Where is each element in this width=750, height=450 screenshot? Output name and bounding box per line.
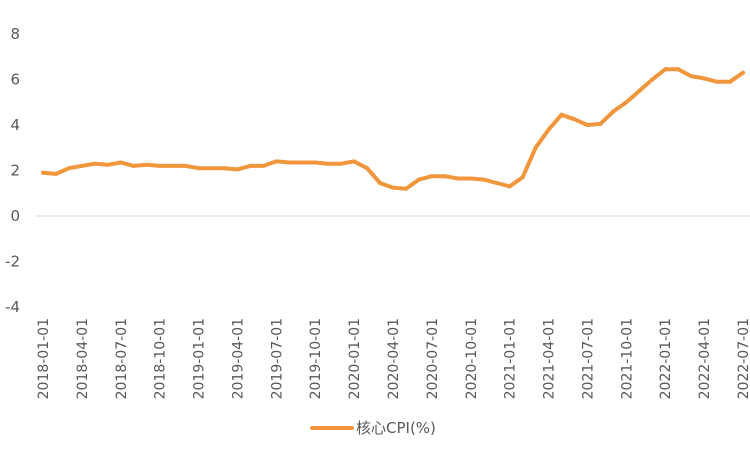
data-point: [183, 163, 188, 168]
data-point: [326, 161, 331, 166]
data-point: [391, 185, 395, 190]
data-point: [494, 181, 499, 185]
x-tick-label: 2020-10-01: [464, 318, 480, 399]
data-point: [611, 109, 616, 114]
data-point: [585, 123, 590, 127]
data-point: [416, 177, 421, 182]
data-point: [481, 177, 486, 182]
x-tick-label: 2019-07-01: [269, 318, 285, 399]
data-point: [222, 166, 227, 171]
y-tick-label: -4: [5, 298, 20, 316]
data-point: [689, 74, 694, 79]
x-tick-label: 2018-10-01: [153, 318, 169, 399]
data-point: [196, 166, 201, 171]
x-tick-label: 2021-10-01: [619, 318, 635, 399]
y-tick-label: 0: [10, 207, 20, 225]
series-layer: [41, 67, 745, 191]
data-point: [131, 163, 136, 168]
data-point: [637, 88, 642, 93]
data-point: [105, 162, 110, 167]
legend[interactable]: 核心CPI(%): [310, 419, 436, 437]
series-line-core-cpi: [41, 67, 745, 191]
data-point: [54, 171, 58, 176]
data-point: [663, 67, 668, 72]
x-tick-label: 2021-04-01: [542, 318, 558, 399]
data-point: [365, 166, 370, 171]
x-tick-label: 2020-01-01: [347, 318, 363, 399]
data-point: [546, 127, 551, 132]
data-point: [572, 117, 577, 122]
data-point: [598, 121, 603, 126]
data-point: [157, 163, 162, 168]
x-axis-ticks: 2018-01-01 2018-04-01 2018-07-01 2018-10-01…: [36, 318, 750, 399]
x-tick-label: 2019-01-01: [192, 318, 208, 399]
data-point: [468, 176, 473, 181]
data-point: [429, 174, 434, 179]
data-point: [235, 167, 240, 172]
x-tick-label: 2021-01-01: [503, 318, 519, 399]
data-point: [559, 112, 564, 117]
data-point: [533, 145, 538, 150]
data-point: [118, 160, 123, 165]
data-point: [404, 186, 408, 191]
data-point: [520, 175, 525, 180]
data-point: [209, 166, 214, 171]
data-point: [650, 77, 655, 82]
data-point: [715, 79, 720, 84]
x-tick-label: 2021-07-01: [580, 318, 596, 399]
y-axis-ticks: 8 6 4 2 0 -2 -4: [5, 25, 20, 316]
x-tick-label: 2019-04-01: [230, 318, 246, 399]
data-point: [728, 79, 732, 84]
data-point: [339, 161, 344, 166]
data-point: [92, 161, 97, 166]
y-tick-label: 4: [10, 116, 20, 134]
data-point: [624, 100, 629, 105]
x-tick-label: 2020-07-01: [425, 318, 441, 399]
legend-label: 核心CPI(%): [356, 419, 436, 437]
x-tick-label: 2019-10-01: [308, 318, 324, 399]
x-tick-label: 2018-04-01: [75, 318, 91, 399]
x-tick-label: 2020-04-01: [386, 318, 402, 399]
y-tick-label: 2: [10, 162, 20, 180]
data-point: [352, 159, 357, 164]
x-tick-label: 2018-01-01: [36, 318, 52, 399]
x-tick-label: 2022-04-01: [697, 318, 713, 399]
data-point: [378, 181, 382, 185]
data-point: [274, 159, 279, 164]
data-point: [287, 160, 292, 165]
data-point: [300, 160, 305, 165]
data-point: [79, 163, 84, 168]
x-tick-label: 2018-07-01: [114, 318, 130, 399]
data-point: [41, 170, 45, 175]
data-point: [702, 76, 707, 81]
data-point: [248, 163, 253, 168]
y-tick-label: 8: [10, 25, 20, 43]
data-point: [144, 162, 149, 167]
data-point: [170, 163, 175, 168]
data-point: [442, 174, 447, 179]
y-tick-label: -2: [5, 253, 20, 271]
data-point: [261, 163, 266, 168]
data-point: [66, 166, 71, 171]
x-tick-label: 2022-07-01: [736, 318, 750, 399]
y-tick-label: 6: [10, 71, 20, 89]
x-tick-label: 2022-01-01: [658, 318, 674, 399]
data-point: [455, 176, 460, 181]
data-point: [507, 184, 512, 189]
data-point: [676, 67, 681, 72]
data-point: [313, 160, 318, 165]
data-point: [741, 70, 745, 75]
